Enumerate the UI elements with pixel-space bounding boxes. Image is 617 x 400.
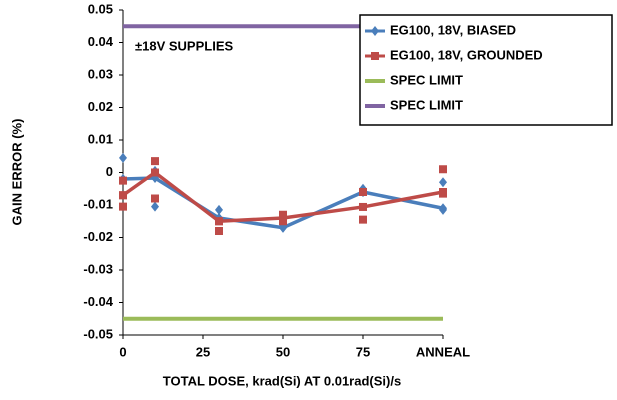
sample-marker xyxy=(359,188,367,196)
sample-marker xyxy=(151,201,159,212)
y-tick-label: 0.01 xyxy=(88,131,113,146)
x-tick-label: ANNEAL xyxy=(416,344,470,359)
legend-marker xyxy=(371,26,379,36)
y-tick-label: 0 xyxy=(106,164,113,179)
y-axis-label: GAIN ERROR (%) xyxy=(9,119,24,226)
point-marker xyxy=(215,217,223,226)
y-tick-label: 0.05 xyxy=(88,1,113,16)
y-tick-label: -0.03 xyxy=(83,261,113,276)
y-tick-label: -0.04 xyxy=(83,294,113,309)
point-marker xyxy=(279,214,287,222)
sample-marker xyxy=(151,157,159,166)
sample-marker xyxy=(215,204,223,215)
legend-label: EG100, 18V, BIASED xyxy=(390,22,516,37)
sample-marker xyxy=(359,215,367,224)
x-axis-label: TOTAL DOSE, krad(Si) AT 0.01rad(Si)/s xyxy=(163,373,401,388)
y-tick-label: -0.02 xyxy=(83,229,113,244)
x-tick-label: 25 xyxy=(196,344,210,359)
point-marker xyxy=(359,202,367,211)
sample-marker xyxy=(119,176,127,185)
annotation-box xyxy=(128,36,288,58)
sample-marker xyxy=(119,152,127,163)
series-line xyxy=(121,170,444,224)
legend-label: EG100, 18V, GROUNDED xyxy=(390,47,543,62)
point-marker xyxy=(119,191,127,200)
point-marker xyxy=(439,188,447,196)
x-tick-label: 75 xyxy=(356,344,370,359)
legend-label: SPEC LIMIT xyxy=(390,97,463,112)
point-marker xyxy=(151,168,159,177)
point-marker xyxy=(439,203,447,214)
legend-label: SPEC LIMIT xyxy=(390,72,463,87)
y-tick-label: 0.02 xyxy=(88,99,113,114)
legend-marker xyxy=(371,52,379,60)
sample-marker xyxy=(439,165,447,174)
sample-marker xyxy=(119,202,127,211)
sample-marker xyxy=(439,177,447,188)
sample-marker xyxy=(215,227,223,235)
x-tick-label: 0 xyxy=(119,344,126,359)
sample-marker xyxy=(151,194,159,203)
annotation: ±18V SUPPLIES xyxy=(135,38,234,53)
y-tick-label: -0.05 xyxy=(83,326,113,341)
legend-box xyxy=(359,14,613,126)
y-tick-label: 0.03 xyxy=(88,66,113,81)
y-tick-label: 0.04 xyxy=(88,34,114,49)
y-tick-label: -0.01 xyxy=(83,196,113,211)
x-tick-label: 50 xyxy=(276,344,290,359)
